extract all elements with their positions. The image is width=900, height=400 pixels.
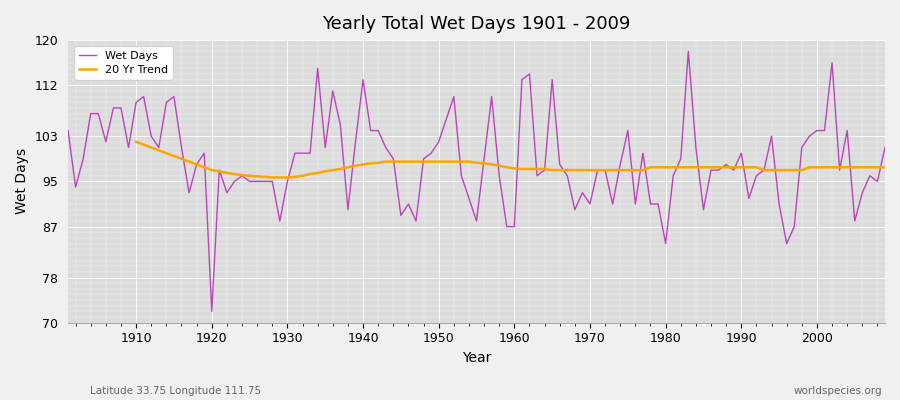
20 Yr Trend [312, 170, 323, 175]
Wet Days [608, 202, 618, 206]
20 Yr Trend [850, 165, 860, 170]
Wet Days [297, 151, 308, 156]
Wet Days [343, 207, 354, 212]
Wet Days [683, 49, 694, 54]
X-axis label: Year: Year [462, 351, 491, 365]
20 Yr Trend [879, 165, 890, 170]
20 Yr Trend [585, 168, 596, 172]
20 Yr Trend [826, 165, 837, 170]
20 Yr Trend [282, 175, 292, 180]
20 Yr Trend [130, 140, 141, 144]
20 Yr Trend [267, 175, 278, 180]
Legend: Wet Days, 20 Yr Trend: Wet Days, 20 Yr Trend [74, 46, 174, 80]
Wet Days [63, 128, 74, 133]
Wet Days [517, 77, 527, 82]
20 Yr Trend [524, 166, 535, 171]
Text: worldspecies.org: worldspecies.org [794, 386, 882, 396]
Wet Days [206, 309, 217, 314]
Wet Days [879, 145, 890, 150]
Wet Days [123, 145, 134, 150]
Line: 20 Yr Trend: 20 Yr Trend [136, 142, 885, 178]
Wet Days [508, 224, 519, 229]
Y-axis label: Wet Days: Wet Days [15, 148, 29, 214]
Line: Wet Days: Wet Days [68, 52, 885, 312]
Title: Yearly Total Wet Days 1901 - 2009: Yearly Total Wet Days 1901 - 2009 [322, 15, 631, 33]
Text: Latitude 33.75 Longitude 111.75: Latitude 33.75 Longitude 111.75 [90, 386, 261, 396]
